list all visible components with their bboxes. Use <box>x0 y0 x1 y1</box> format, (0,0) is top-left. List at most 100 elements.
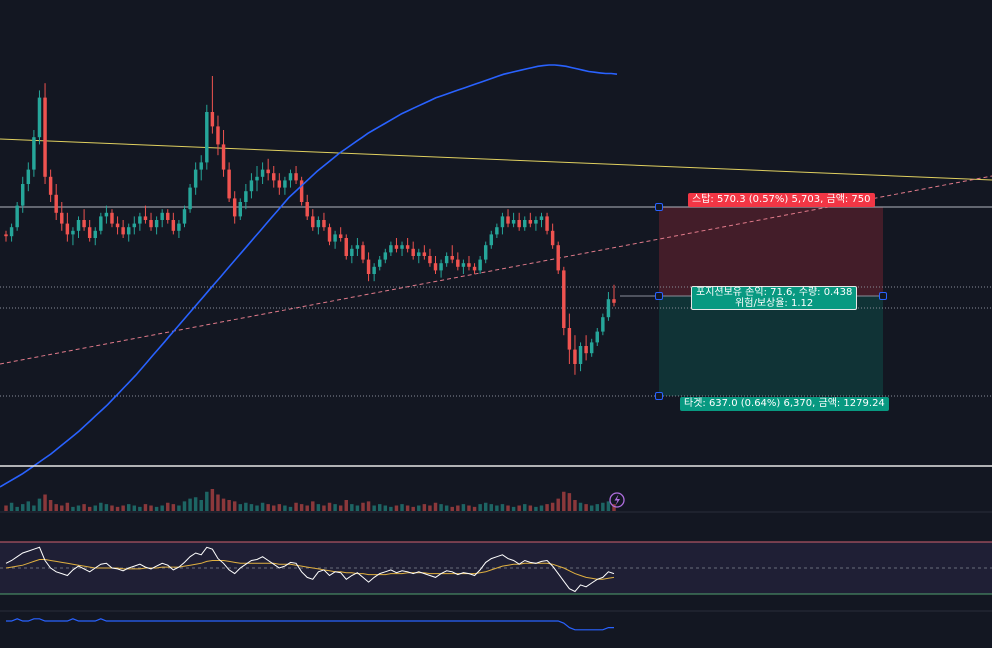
volume-bar <box>21 504 25 511</box>
volume-bar <box>132 505 137 511</box>
candle-body <box>260 169 265 177</box>
candle-body <box>344 238 348 256</box>
candle-body <box>65 223 70 235</box>
candle-body <box>143 216 148 220</box>
volume-bar <box>327 502 332 511</box>
volume-bar <box>188 498 192 511</box>
volume-bar <box>456 505 460 511</box>
candle-body <box>417 252 421 256</box>
target-zone[interactable] <box>659 296 883 396</box>
candle-body <box>299 180 304 202</box>
candle-body <box>316 220 321 228</box>
volume-bar <box>221 498 226 511</box>
volume-bar <box>182 501 187 511</box>
volume-bar <box>4 505 8 511</box>
candle-body <box>177 223 181 231</box>
volume-bar <box>65 502 70 511</box>
volume-bar <box>377 504 382 511</box>
volume-bar <box>99 502 103 511</box>
dashed-trend-line[interactable] <box>0 175 992 365</box>
candle-body <box>478 259 482 271</box>
volume-bar <box>322 505 326 511</box>
candle-body <box>500 216 505 228</box>
volume-bar <box>238 504 243 511</box>
volume-bar <box>115 506 120 511</box>
candle-body <box>266 169 270 174</box>
volume-bar <box>249 504 254 511</box>
volume-bar <box>472 506 477 511</box>
candle-body <box>71 230 75 235</box>
candle-body <box>584 346 588 354</box>
volume-bar <box>333 504 337 511</box>
candle-body <box>405 245 410 249</box>
volume-bar <box>110 505 114 511</box>
candle-body <box>461 263 466 267</box>
candle-body <box>411 248 415 256</box>
volume-bar <box>534 506 538 511</box>
volume-bar <box>76 505 81 511</box>
volume-bar <box>232 501 237 511</box>
volume-bar <box>500 504 505 511</box>
rsi-ma-line <box>5 559 615 580</box>
candle-body <box>87 227 92 238</box>
trend-line[interactable] <box>0 138 992 181</box>
volume-bar <box>584 504 588 511</box>
volume-bar <box>405 505 410 511</box>
candle-body <box>333 234 337 242</box>
candle-body <box>244 191 248 202</box>
candle-body <box>182 209 187 224</box>
candle-body <box>394 245 399 249</box>
volume-bar <box>171 504 176 511</box>
volume-bar <box>539 505 544 511</box>
volume-bar <box>528 505 533 511</box>
entry-handle-left[interactable] <box>655 292 663 300</box>
volume-bar <box>199 500 203 511</box>
volume-bar <box>138 506 142 511</box>
lightning-icon[interactable] <box>609 492 625 508</box>
candle-body <box>467 263 471 267</box>
candle-body <box>110 212 114 224</box>
candle-body <box>199 162 203 170</box>
volume-bar <box>48 500 53 511</box>
volume-bar <box>506 505 510 511</box>
candle-body <box>311 216 315 228</box>
stop-label: 스탑: 570.3 (0.57%) 5,703, 금액: 750 <box>688 193 875 207</box>
stop-zone[interactable] <box>659 207 883 296</box>
volume-bar <box>311 501 315 511</box>
stop-handle[interactable] <box>655 203 663 211</box>
volume-bar <box>272 505 276 511</box>
candle-body <box>288 173 293 181</box>
volume-bar <box>93 505 97 511</box>
volume-bar <box>193 497 198 511</box>
volume-bar <box>227 500 231 511</box>
candle-body <box>338 234 343 238</box>
candle-body <box>489 234 494 246</box>
candle-body <box>121 227 125 235</box>
pnl-text: 포지션보유 손익: 71.6, 수량: 0.438 <box>696 287 853 298</box>
risk-reward-text: 위험/보상율: 1.12 <box>735 298 814 309</box>
candle-body <box>193 169 198 188</box>
volume-bar <box>483 502 488 511</box>
volume-bar <box>216 494 220 511</box>
volume-bar <box>350 504 354 511</box>
entry-handle-right[interactable] <box>879 292 887 300</box>
volume-bar <box>612 504 616 511</box>
volume-bar <box>160 505 164 511</box>
volume-bar <box>411 506 415 511</box>
candle-body <box>450 256 454 260</box>
volume-bar <box>288 506 293 511</box>
candle-body <box>104 212 109 217</box>
candle-body <box>550 230 555 246</box>
candle-body <box>528 220 533 224</box>
candle-body <box>511 220 516 224</box>
position-pnl-label: 포지션보유 손익: 71.6, 수량: 0.438 위험/보상율: 1.12 <box>691 286 858 310</box>
candle-body <box>32 137 36 170</box>
candle-body <box>422 252 427 256</box>
candle-body <box>361 245 365 260</box>
candle-body <box>472 266 477 271</box>
candle-body <box>255 176 259 181</box>
candle-body <box>400 245 404 249</box>
volume-bar <box>305 505 309 511</box>
target-handle[interactable] <box>655 392 663 400</box>
